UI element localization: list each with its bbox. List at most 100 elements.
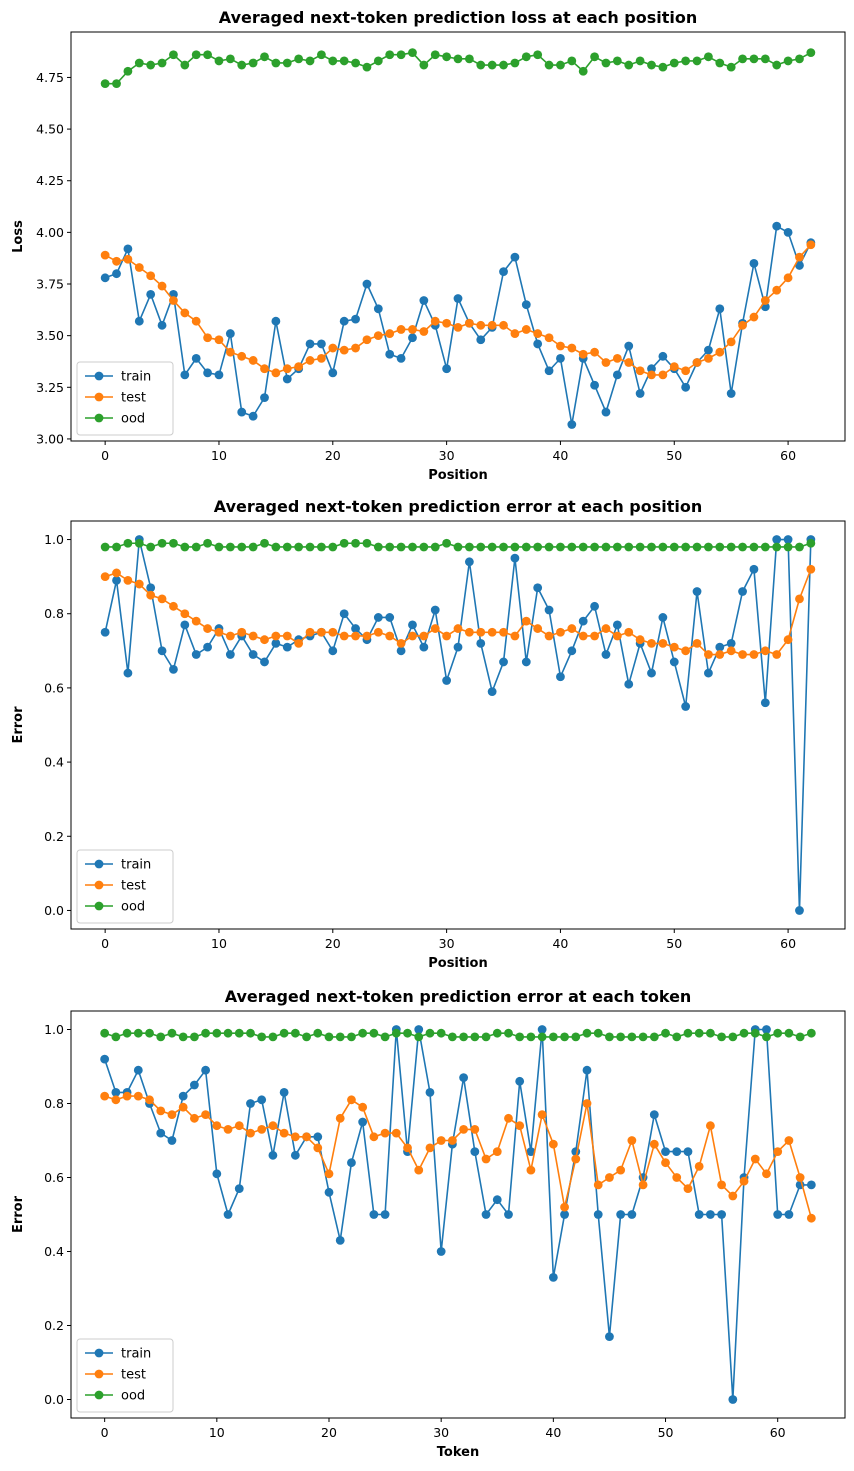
data-point-ood [133, 1028, 143, 1038]
legend-label: train [121, 1347, 151, 1362]
data-point-test [134, 263, 144, 272]
data-point-test [492, 1147, 502, 1156]
data-point-ood [328, 542, 338, 552]
x-tick-label: 0 [101, 448, 109, 463]
data-point-train [726, 639, 736, 648]
data-point-ood [464, 54, 474, 64]
data-point-train [180, 370, 190, 380]
data-point-train [533, 583, 543, 593]
data-point-test [189, 1113, 199, 1123]
data-point-ood [294, 54, 304, 64]
data-point-train [100, 627, 110, 637]
data-point-train [795, 906, 804, 915]
data-point-train [590, 380, 599, 390]
data-point-test [282, 364, 292, 374]
data-point-train [260, 393, 269, 403]
data-point-ood [414, 1032, 424, 1042]
data-point-test [605, 1173, 614, 1182]
data-point-ood [447, 1032, 457, 1042]
data-point-ood [582, 1028, 592, 1038]
data-point-test [476, 627, 486, 637]
data-point-train [616, 1210, 626, 1219]
data-point-ood [100, 1028, 110, 1038]
data-point-ood [237, 60, 247, 70]
data-point-ood [339, 538, 349, 548]
data-point-test [635, 366, 645, 376]
data-point-ood [111, 1032, 121, 1042]
data-point-train [717, 1210, 727, 1219]
data-point-ood [134, 538, 144, 548]
data-point-test [313, 1143, 323, 1153]
data-point-ood [167, 1028, 177, 1038]
data-point-test [499, 627, 508, 637]
data-point-test [705, 1121, 715, 1131]
data-point-train [504, 1210, 513, 1219]
data-point-test [578, 349, 588, 359]
data-point-ood [100, 79, 110, 89]
data-point-test [180, 609, 190, 619]
data-point-test [772, 285, 782, 295]
data-point-train [191, 353, 201, 363]
data-point-train [436, 1247, 446, 1256]
y-axis-label: Error [11, 706, 26, 744]
data-point-train [248, 411, 258, 421]
data-point-ood [616, 1032, 626, 1042]
data-point-train [408, 620, 417, 630]
data-point-ood [705, 1028, 715, 1038]
data-point-ood [313, 1028, 323, 1038]
data-point-test [692, 358, 702, 367]
data-point-ood [203, 50, 212, 60]
data-point-ood [548, 1032, 558, 1042]
data-point-ood [180, 60, 190, 70]
data-point-test [214, 335, 224, 345]
data-point-ood [369, 1028, 379, 1038]
x-tick-label: 10 [211, 936, 227, 951]
data-point-ood [556, 542, 565, 552]
data-point-test [694, 1162, 704, 1171]
data-point-test [459, 1125, 469, 1134]
data-point-ood [760, 542, 770, 552]
data-point-train [749, 564, 759, 574]
data-point-ood [470, 1032, 480, 1042]
data-point-test [560, 1202, 569, 1212]
data-point-test [268, 1121, 278, 1131]
series-test [100, 1091, 816, 1223]
data-point-ood [715, 58, 725, 68]
data-point-test [112, 256, 121, 266]
data-point-test [453, 624, 463, 633]
data-point-train [515, 1076, 525, 1086]
x-tick-label: 50 [666, 448, 682, 463]
data-point-train [248, 650, 258, 659]
data-point-train [749, 258, 759, 268]
data-point-train [459, 1073, 469, 1082]
data-point-test [408, 631, 417, 641]
data-point-train [385, 349, 395, 359]
data-point-train [123, 668, 133, 678]
data-point-ood [214, 56, 224, 66]
data-point-test [760, 296, 770, 305]
data-point-test [624, 627, 634, 637]
data-point-train [225, 329, 235, 338]
data-point-test [169, 296, 178, 305]
data-point-ood [638, 1032, 648, 1042]
legend-swatch-marker [94, 413, 104, 423]
data-point-ood [305, 56, 315, 66]
data-point-train [214, 370, 224, 380]
legend-swatch-marker [94, 371, 104, 381]
data-point-test [476, 320, 486, 330]
data-point-train [157, 646, 167, 656]
data-point-train [203, 642, 212, 652]
data-point-ood [476, 60, 486, 70]
data-point-test [544, 631, 554, 641]
data-point-ood [669, 542, 679, 552]
data-point-ood [419, 542, 429, 552]
data-point-ood [459, 1032, 469, 1042]
data-point-ood [492, 1028, 502, 1038]
data-point-test [223, 1125, 233, 1134]
data-point-train [704, 668, 713, 678]
data-point-train [351, 314, 360, 324]
data-point-ood [795, 1032, 805, 1042]
data-point-ood [201, 1028, 211, 1038]
y-tick-label: 0.8 [44, 606, 64, 621]
x-axis-label: Position [428, 956, 488, 971]
